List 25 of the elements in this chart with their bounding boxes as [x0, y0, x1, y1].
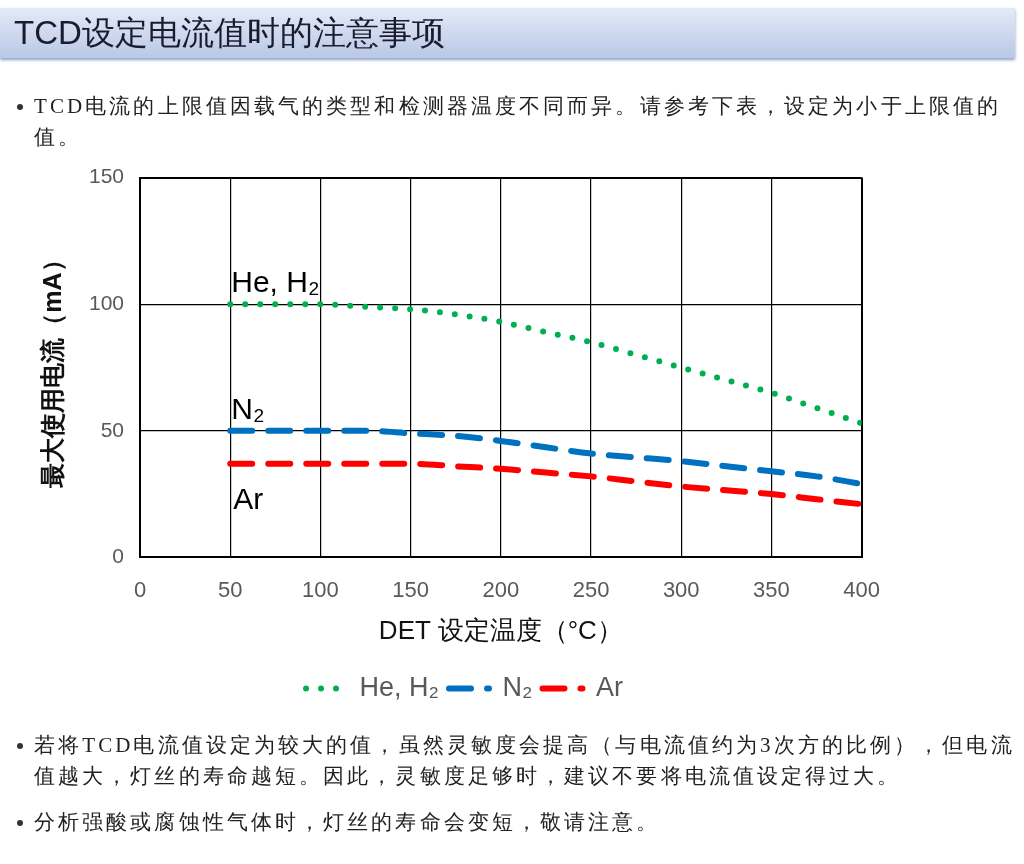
y-tick-label: 50: [100, 417, 125, 441]
legend-label: Ar: [595, 671, 623, 702]
legend-label: N₂: [502, 671, 533, 702]
y-axis-title: 最大使用电流（mA）: [37, 247, 66, 489]
x-tick-label: 100: [302, 576, 339, 602]
text: N₂: [231, 391, 265, 425]
x-tick-label: 200: [482, 576, 520, 602]
x-tick-label: 0: [133, 576, 147, 602]
text: 分析强酸或腐蚀性气体时，灯丝的寿命会变短，敬请注意。: [34, 810, 661, 834]
x-tick-label: 300: [662, 576, 700, 602]
y-tick-label: 150: [88, 164, 125, 188]
y-tick-label: 100: [88, 291, 125, 314]
x-tick-label: 350: [753, 576, 790, 602]
x-tick-label: 150: [392, 576, 429, 602]
chart-title: TCD设定电流值时的注意事项: [0, 8, 1015, 58]
y-tick-label: 0: [112, 544, 125, 568]
legend-label: He, H₂: [359, 671, 440, 702]
text: Ar: [233, 481, 264, 515]
x-tick-label: 50: [218, 576, 243, 602]
text: He, H₂: [231, 265, 320, 299]
x-tick-label: 250: [572, 576, 610, 602]
x-axis-title: DET 设定温度（°C）: [378, 614, 623, 645]
chart-subtitle: TCD电流的上限值因载气的类型和检测器温度不同而异。请参考下表，设定为小于上限值的值。: [34, 94, 1002, 149]
x-tick-label: 400: [843, 576, 881, 602]
text: 若将TCD电流值设定为较大的值，虽然灵敏度会提高（与电流值约为3次方的比例），但电流值越大，灯丝的寿命越短。因此，灵敏度足够时，建议不要将电流值设定得过大。: [34, 733, 1015, 788]
